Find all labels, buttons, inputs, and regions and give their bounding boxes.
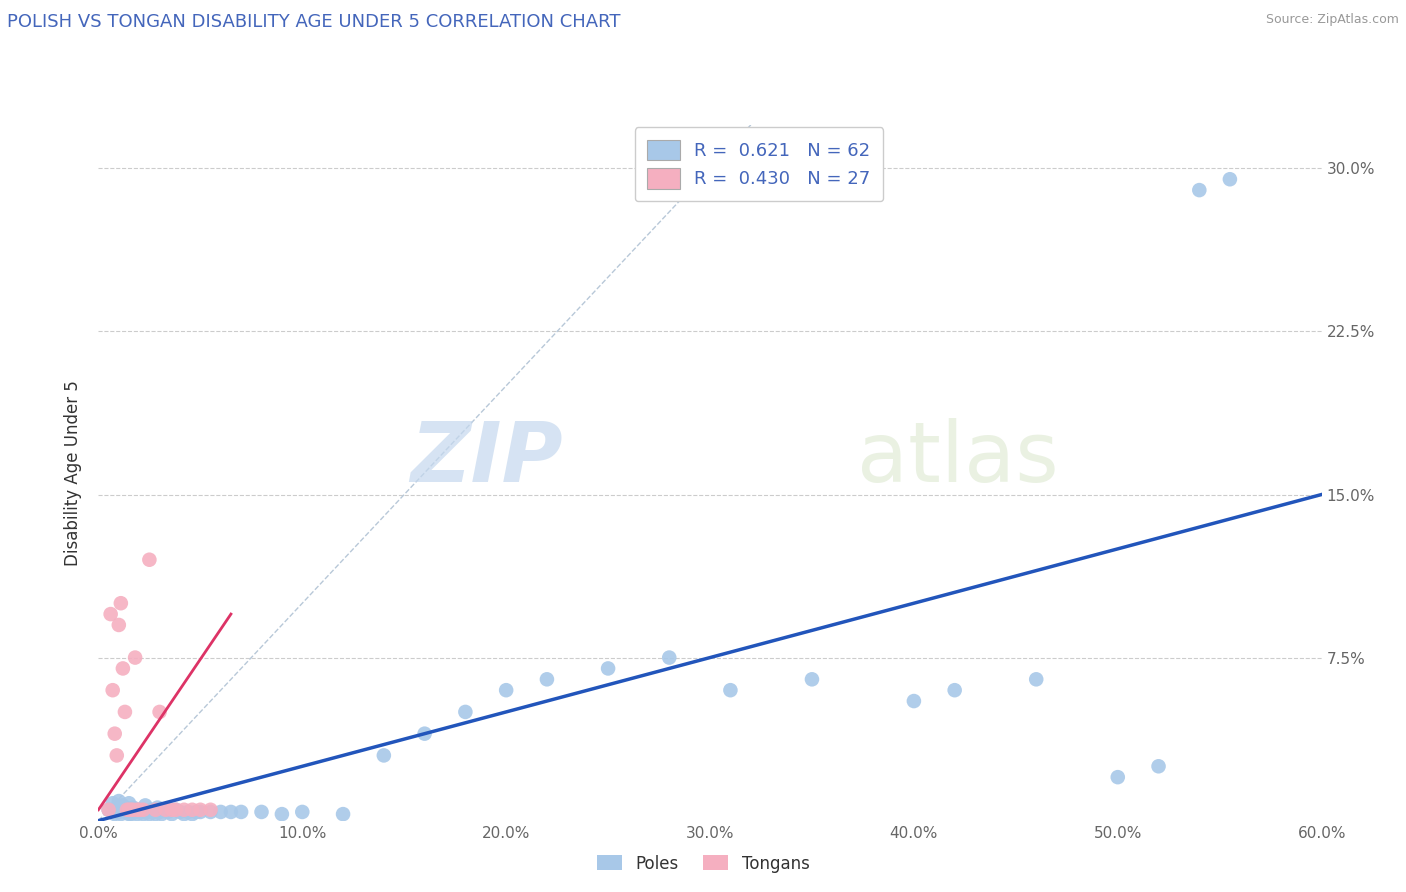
- Point: [114, 803, 136, 817]
- Point: [138, 807, 160, 822]
- Point: [145, 807, 167, 822]
- Point: [114, 705, 136, 719]
- Y-axis label: Disability Age Under 5: Disability Age Under 5: [65, 380, 83, 566]
- Point: [165, 803, 187, 817]
- Point: [111, 661, 134, 675]
- Point: [142, 805, 165, 819]
- Point: [97, 803, 120, 817]
- Point: [108, 805, 131, 819]
- Point: [1219, 172, 1241, 186]
- Point: [132, 803, 155, 817]
- Point: [186, 805, 208, 819]
- Point: [188, 805, 212, 819]
- Point: [127, 807, 149, 822]
- Point: [1188, 183, 1211, 197]
- Point: [110, 596, 132, 610]
- Point: [105, 748, 128, 763]
- Point: [105, 800, 128, 814]
- Point: [150, 807, 173, 822]
- Point: [1107, 770, 1129, 784]
- Point: [108, 618, 131, 632]
- Point: [454, 705, 477, 719]
- Point: [101, 796, 124, 810]
- Point: [134, 798, 156, 813]
- Point: [332, 807, 354, 822]
- Point: [250, 805, 273, 819]
- Point: [132, 807, 155, 822]
- Text: POLISH VS TONGAN DISABILITY AGE UNDER 5 CORRELATION CHART: POLISH VS TONGAN DISABILITY AGE UNDER 5 …: [7, 13, 620, 31]
- Point: [115, 803, 138, 817]
- Point: [156, 805, 179, 819]
- Point: [231, 805, 253, 819]
- Point: [128, 803, 150, 817]
- Point: [177, 805, 200, 819]
- Point: [169, 805, 191, 819]
- Point: [165, 803, 187, 817]
- Point: [97, 803, 120, 817]
- Point: [128, 803, 150, 817]
- Point: [118, 803, 141, 817]
- Point: [120, 803, 142, 817]
- Point: [291, 805, 314, 819]
- Point: [124, 805, 146, 819]
- Point: [903, 694, 925, 708]
- Point: [943, 683, 966, 698]
- Point: [270, 807, 294, 822]
- Point: [104, 726, 127, 740]
- Legend: Poles, Tongans: Poles, Tongans: [591, 848, 815, 880]
- Point: [110, 807, 132, 822]
- Point: [149, 705, 172, 719]
- Point: [122, 803, 145, 817]
- Point: [108, 794, 131, 808]
- Point: [720, 683, 742, 698]
- Point: [127, 803, 149, 817]
- Text: ZIP: ZIP: [411, 418, 564, 500]
- Point: [155, 803, 177, 817]
- Point: [120, 807, 142, 822]
- Point: [152, 803, 174, 817]
- Point: [136, 805, 159, 819]
- Point: [598, 661, 620, 675]
- Point: [219, 805, 242, 819]
- Point: [138, 552, 160, 567]
- Point: [124, 650, 146, 665]
- Point: [111, 798, 134, 813]
- Point: [1025, 673, 1047, 687]
- Point: [209, 805, 232, 819]
- Point: [413, 726, 436, 740]
- Point: [188, 803, 212, 817]
- Point: [141, 803, 163, 817]
- Point: [658, 650, 681, 665]
- Point: [101, 683, 124, 698]
- Text: Source: ZipAtlas.com: Source: ZipAtlas.com: [1265, 13, 1399, 27]
- Point: [801, 673, 824, 687]
- Point: [200, 803, 222, 817]
- Point: [173, 807, 195, 822]
- Point: [118, 796, 141, 810]
- Point: [145, 803, 167, 817]
- Point: [149, 805, 172, 819]
- Point: [146, 800, 169, 814]
- Point: [536, 673, 558, 687]
- Point: [160, 803, 183, 817]
- Point: [100, 607, 122, 621]
- Point: [173, 803, 195, 817]
- Point: [181, 803, 204, 817]
- Point: [122, 800, 145, 814]
- Point: [129, 805, 152, 819]
- Point: [104, 807, 127, 822]
- Point: [181, 807, 204, 822]
- Point: [160, 807, 183, 822]
- Text: atlas: atlas: [856, 418, 1059, 500]
- Legend: R =  0.621   N = 62, R =  0.430   N = 27: R = 0.621 N = 62, R = 0.430 N = 27: [634, 127, 883, 202]
- Point: [495, 683, 517, 698]
- Point: [1147, 759, 1170, 773]
- Point: [118, 807, 141, 822]
- Point: [200, 805, 222, 819]
- Point: [115, 805, 138, 819]
- Point: [373, 748, 395, 763]
